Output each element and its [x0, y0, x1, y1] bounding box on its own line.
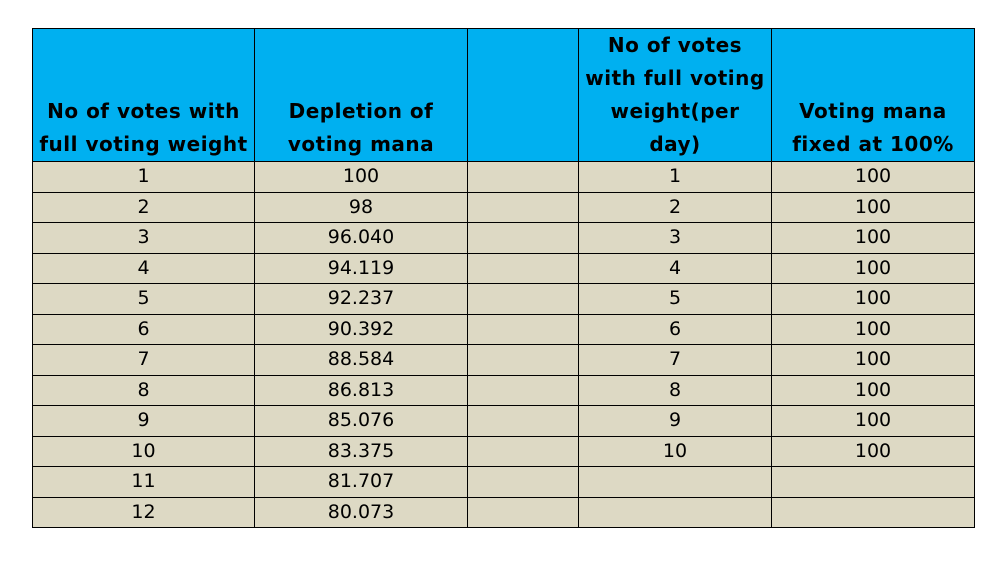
cell-votes: 7 [32, 344, 255, 376]
cell-depletion-mana: 98 [254, 191, 468, 223]
table-body: 1 100 1 100 2 98 2 100 3 96.040 3 100 4 94.119 4 100 5 92… [32, 161, 975, 528]
cell-votes: 8 [32, 374, 255, 406]
cell-votes-per-day: 1 [578, 161, 772, 193]
cell-depletion-mana: 96.040 [254, 222, 468, 254]
cell-depletion-mana: 83.375 [254, 435, 468, 467]
cell-empty [467, 344, 579, 376]
table-row: 12 80.073 [32, 496, 975, 528]
cell-empty [467, 222, 579, 254]
cell-depletion-mana: 92.237 [254, 283, 468, 315]
cell-fixed-mana: 100 [771, 283, 975, 315]
cell-votes-per-day: 6 [578, 313, 772, 345]
cell-votes-per-day [578, 496, 772, 528]
cell-votes: 9 [32, 405, 255, 437]
cell-votes: 2 [32, 191, 255, 223]
cell-depletion-mana: 94.119 [254, 252, 468, 284]
cell-fixed-mana: 100 [771, 344, 975, 376]
cell-votes-per-day: 5 [578, 283, 772, 315]
cell-votes: 5 [32, 283, 255, 315]
table-row: 2 98 2 100 [32, 191, 975, 223]
cell-votes-per-day: 8 [578, 374, 772, 406]
table-row: 8 86.813 8 100 [32, 374, 975, 406]
table-row: 6 90.392 6 100 [32, 313, 975, 345]
cell-empty [467, 405, 579, 437]
cell-empty [467, 374, 579, 406]
cell-fixed-mana: 100 [771, 405, 975, 437]
cell-empty [467, 496, 579, 528]
cell-depletion-mana: 86.813 [254, 374, 468, 406]
cell-depletion-mana: 88.584 [254, 344, 468, 376]
cell-votes-per-day: 2 [578, 191, 772, 223]
cell-votes: 1 [32, 161, 255, 193]
cell-empty [467, 252, 579, 284]
cell-fixed-mana: 100 [771, 313, 975, 345]
cell-fixed-mana: 100 [771, 161, 975, 193]
table-row: 9 85.076 9 100 [32, 405, 975, 437]
table-row: 4 94.119 4 100 [32, 252, 975, 284]
cell-votes: 12 [32, 496, 255, 528]
voting-mana-table: No of votes with full voting weight Depl… [32, 28, 975, 528]
table-row: 1 100 1 100 [32, 161, 975, 193]
cell-empty [467, 466, 579, 498]
header-empty-spacer [467, 28, 579, 162]
header-votes-full-weight-per-day: No of votes with full voting weight(per … [578, 28, 772, 162]
cell-depletion-mana: 100 [254, 161, 468, 193]
cell-votes: 3 [32, 222, 255, 254]
cell-fixed-mana: 100 [771, 191, 975, 223]
cell-empty [467, 435, 579, 467]
cell-votes-per-day: 10 [578, 435, 772, 467]
table-row: 7 88.584 7 100 [32, 344, 975, 376]
cell-fixed-mana: 100 [771, 435, 975, 467]
header-voting-mana-fixed: Voting mana fixed at 100% [771, 28, 975, 162]
cell-depletion-mana: 85.076 [254, 405, 468, 437]
header-label: Depletion of voting mana [287, 99, 435, 156]
table-row: 5 92.237 5 100 [32, 283, 975, 315]
header-label: No of votes with full voting weight [39, 99, 248, 156]
cell-votes-per-day: 4 [578, 252, 772, 284]
header-label: Voting mana fixed at 100% [792, 99, 954, 156]
cell-depletion-mana: 80.073 [254, 496, 468, 528]
header-row: No of votes with full voting weight Depl… [32, 28, 975, 162]
cell-fixed-mana: 100 [771, 222, 975, 254]
table-row: 3 96.040 3 100 [32, 222, 975, 254]
cell-fixed-mana: 100 [771, 252, 975, 284]
cell-votes: 11 [32, 466, 255, 498]
header-votes-full-weight: No of votes with full voting weight [32, 28, 255, 162]
cell-empty [467, 313, 579, 345]
cell-empty [467, 191, 579, 223]
header-depletion-voting-mana: Depletion of voting mana [254, 28, 468, 162]
cell-votes: 6 [32, 313, 255, 345]
cell-fixed-mana: 100 [771, 374, 975, 406]
voting-mana-table-container: No of votes with full voting weight Depl… [32, 28, 975, 528]
cell-votes-per-day: 3 [578, 222, 772, 254]
cell-votes-per-day [578, 466, 772, 498]
cell-depletion-mana: 90.392 [254, 313, 468, 345]
cell-depletion-mana: 81.707 [254, 466, 468, 498]
cell-fixed-mana [771, 496, 975, 528]
cell-empty [467, 161, 579, 193]
header-label: No of votes with full voting weight(per … [585, 33, 765, 156]
cell-fixed-mana [771, 466, 975, 498]
cell-votes: 10 [32, 435, 255, 467]
cell-votes: 4 [32, 252, 255, 284]
table-row: 11 81.707 [32, 466, 975, 498]
cell-votes-per-day: 9 [578, 405, 772, 437]
cell-votes-per-day: 7 [578, 344, 772, 376]
table-row: 10 83.375 10 100 [32, 435, 975, 467]
cell-empty [467, 283, 579, 315]
